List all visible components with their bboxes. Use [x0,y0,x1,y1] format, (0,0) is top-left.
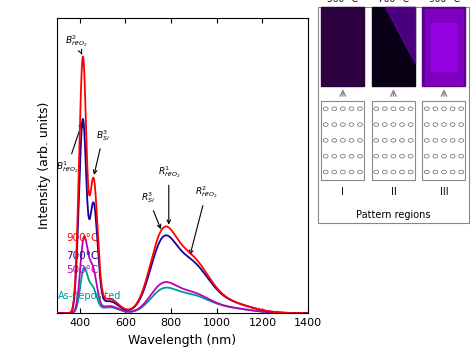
Text: I: I [341,187,344,197]
Text: 900 °C: 900 °C [428,0,459,4]
Text: $B^2_{HfO_2}$: $B^2_{HfO_2}$ [64,33,87,54]
Text: 900°C: 900°C [66,233,98,243]
Text: $R^2_{HfO_2}$: $R^2_{HfO_2}$ [190,184,218,254]
Text: 500°C: 500°C [66,265,98,275]
Text: II: II [391,187,396,197]
Text: 700°C: 700°C [66,251,98,261]
Text: 700 °C: 700 °C [378,0,409,4]
Y-axis label: Intensity (arb. units): Intensity (arb. units) [38,102,51,229]
Text: $B^1_{HfO_2}$: $B^1_{HfO_2}$ [56,123,82,175]
Text: Pattern regions: Pattern regions [356,210,431,220]
Text: $R^1_{HfO_2}$: $R^1_{HfO_2}$ [157,164,180,224]
X-axis label: Wavelength (nm): Wavelength (nm) [128,334,237,347]
Text: III: III [440,187,448,197]
Text: $B^3_{Si}$: $B^3_{Si}$ [93,129,110,174]
Text: As-deposited: As-deposited [58,291,121,301]
Text: $R^3_{Si}$: $R^3_{Si}$ [141,190,161,228]
Text: 500 °C: 500 °C [328,0,358,4]
